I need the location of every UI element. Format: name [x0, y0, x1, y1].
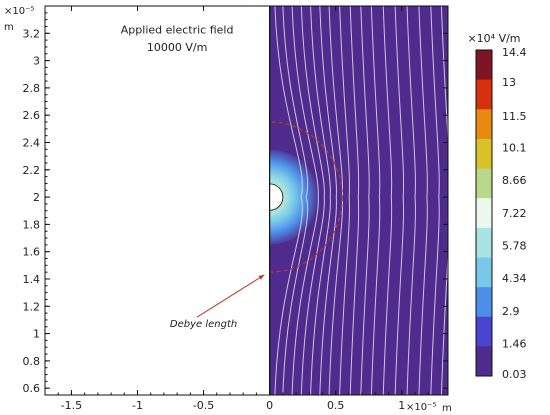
- colorbar-segment: [476, 138, 492, 170]
- y-axis-unit: m: [4, 22, 14, 33]
- field-line: [418, 6, 428, 395]
- field-line: [430, 6, 440, 395]
- colorbar-segment: [476, 346, 492, 377]
- colorbar-frame: [475, 49, 493, 377]
- colorbar-segment: [476, 287, 492, 318]
- colorbar-tick-label: 1.46: [502, 338, 527, 351]
- x-tick-label: 0: [266, 399, 273, 412]
- colorbar-segment: [476, 316, 492, 347]
- colorbar-tick-label: 8.66: [502, 174, 527, 187]
- y-tick-label: 0.8: [23, 355, 41, 368]
- colorbar-tick-label: 10.1: [502, 142, 527, 155]
- y-tick-label: 2.6: [23, 109, 41, 122]
- y-multiplier: ×10⁻⁵: [4, 6, 34, 17]
- y-tick-label: 2: [33, 191, 40, 204]
- field-line: [360, 6, 370, 395]
- field-line: [274, 6, 303, 395]
- y-tick-label: 1.6: [23, 246, 41, 259]
- applied-field-label: 10000 V/m: [147, 41, 207, 54]
- debye-arrow-head: [258, 274, 265, 280]
- field-line: [382, 6, 393, 395]
- y-tick-label: 2.2: [23, 164, 41, 177]
- colorbar-tick-label: 4.34: [502, 272, 527, 285]
- field-line: [291, 6, 319, 395]
- x-tick-label: -1.5: [61, 399, 82, 412]
- field-line: [394, 6, 405, 395]
- field-line: [300, 6, 325, 395]
- y-tick-label: 2.4: [23, 136, 41, 149]
- colorbar-segment: [476, 109, 492, 140]
- y-tick-label: 1.2: [23, 300, 41, 313]
- x-multiplier: ×10⁻⁵: [406, 402, 436, 413]
- colorbar-segment: [476, 227, 492, 258]
- debye-arrow: [196, 274, 265, 318]
- field-line: [319, 6, 337, 395]
- colorbar-tick-label: 2.9: [502, 305, 520, 318]
- y-tick-label: 1.4: [23, 273, 41, 286]
- colorbar-segment: [476, 257, 492, 288]
- colorbar-segment: [476, 198, 492, 229]
- field-line: [370, 6, 381, 395]
- colorbar-unit: ×10⁴ V/m: [467, 32, 520, 45]
- colorbar-segment: [476, 50, 492, 81]
- colorbar-tick-label: 14.4: [502, 46, 527, 59]
- y-tick-label: 0.6: [23, 382, 41, 395]
- colorbar-tick-label: 7.22: [502, 207, 527, 220]
- debye-length-label: Debye length: [170, 319, 237, 330]
- y-tick-label: 1: [33, 328, 40, 341]
- x-tick-label: 0.5: [327, 399, 345, 412]
- y-tick-label: 3: [33, 55, 40, 68]
- x-tick-label: -0.5: [193, 399, 214, 412]
- field-line: [406, 6, 416, 395]
- field-line: [339, 6, 350, 395]
- colorbar-segment: [476, 168, 492, 199]
- y-tick-label: 1.8: [23, 218, 41, 231]
- colorbar-tick-label: 11.5: [502, 110, 527, 123]
- plot-frame: [44, 5, 449, 396]
- x-tick-label: 1: [398, 399, 405, 412]
- field-line: [310, 6, 331, 395]
- x-tick-label: -1: [132, 399, 143, 412]
- y-tick-label: 3.2: [23, 27, 41, 40]
- particle: [269, 183, 284, 211]
- applied-field-label: Applied electric field: [121, 23, 234, 36]
- debye-circle: [269, 121, 343, 273]
- colorbar-tick-label: 5.78: [502, 240, 527, 253]
- colorbar-segment: [476, 79, 492, 110]
- left-domain: [45, 6, 270, 395]
- colorbar-tick-label: 0.03: [502, 368, 527, 381]
- field-line: [282, 6, 309, 395]
- x-axis-unit: m: [442, 403, 452, 414]
- field-line: [349, 6, 360, 395]
- colorbar-tick-label: 13: [502, 76, 516, 89]
- y-tick-label: 2.8: [23, 82, 41, 95]
